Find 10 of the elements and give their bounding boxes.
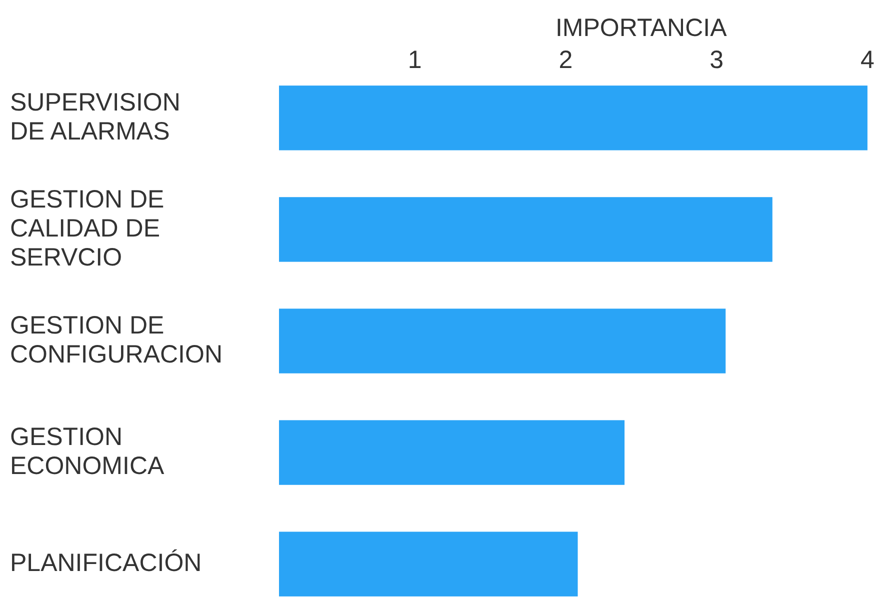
y-tick-label: GESTION ECONOMICA (10, 422, 164, 480)
y-tick-label: GESTION DE CONFIGURACION (10, 311, 222, 368)
x-tick-label: 3 (710, 46, 724, 74)
x-tick-label: 1 (408, 46, 422, 74)
y-tick-label: PLANIFICACIÓN (10, 548, 202, 577)
y-tick-label: GESTION DE CALIDAD DE SERVCIO (10, 185, 164, 272)
x-axis-title: IMPORTANCIA (555, 14, 728, 42)
x-tick-label: 2 (558, 46, 573, 74)
y-tick-label: SUPERVISION DE ALARMAS (10, 88, 180, 146)
x-tick-label: 4 (860, 46, 875, 74)
